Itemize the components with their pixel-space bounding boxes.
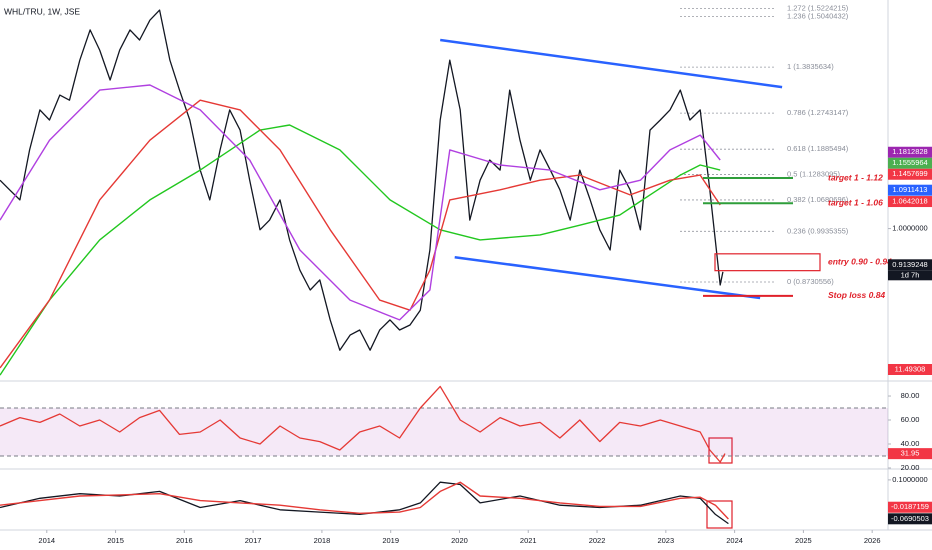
fib-label: 0.786 (1.2743147) [787,108,849,117]
annotation: target 1 - 1.06 [828,198,883,208]
fib-label: 1.236 (1.5040432) [787,11,849,20]
price-label-box [888,168,932,180]
x-tick-label: 2018 [314,536,331,545]
fib-label: 0.382 (1.0680696) [787,195,849,204]
annotation: target 1 - 1.12 [828,172,883,182]
x-tick-label: 2015 [107,536,124,545]
price-label-box [888,259,932,271]
x-tick-label: 2021 [520,536,537,545]
price-label: 0.9139248 [892,260,927,269]
x-tick-label: 2014 [38,536,55,545]
x-tick-label: 2023 [657,536,674,545]
x-tick-label: 2017 [245,536,262,545]
price-line [0,481,729,525]
x-tick-label: 2024 [726,536,743,545]
entry-zone [714,253,821,272]
highlight-box [708,437,733,464]
price-label-box [888,501,932,513]
chart-title: WHL/TRU, 1W, JSE [4,6,80,16]
price-label: 1.1812828 [892,147,927,156]
price-label-box [888,146,932,158]
price-label: 1.0911413 [893,185,928,194]
y-tick-label: 40.00 [901,439,920,448]
price-label-box [888,184,932,196]
fib-label: 0.618 (1.1885494) [787,144,849,153]
price-label-box [888,448,932,460]
y-tick-label: 1.0000000 [892,224,927,233]
indicator-line [0,124,721,376]
price-line [0,385,726,463]
fib-label: 1.272 (1.5224215) [787,4,849,13]
channel-line [454,255,761,300]
annotation: Stop loss 0.84 [828,290,885,300]
price-label: 1.1457699 [892,169,927,178]
fib-label: 0 (0.8730556) [787,277,834,286]
price-label: -0.0690503 [891,514,929,523]
fib-label: 1 (1.3835634) [787,62,834,71]
fib-label: 0.236 (0.9935355) [787,226,849,235]
channel-line [440,38,783,89]
indicator-line [0,481,729,520]
price-label: -0.0187159 [891,502,929,511]
y-tick-label: 20.00 [901,463,920,472]
x-tick-label: 2022 [589,536,606,545]
volume-label-box [888,364,932,375]
x-tick-label: 2025 [795,536,812,545]
y-tick-label: 80.00 [901,391,920,400]
highlight-box [706,500,733,529]
rsi-band [0,408,888,456]
x-tick-label: 2019 [382,536,399,545]
price-line [0,9,724,351]
x-tick-label: 2026 [864,536,881,545]
price-label: 31.95 [901,449,920,458]
fib-label: 0.5 (1.1283095) [787,170,840,179]
x-tick-label: 2020 [451,536,468,545]
x-tick-label: 2016 [176,536,193,545]
annotation: entry 0.90 - 0.94 [828,256,892,266]
price-label: 1.1555964 [892,158,927,167]
indicator-line [0,84,721,321]
price-label-box [888,513,932,525]
y-tick-label: 0.1000000 [892,475,927,484]
volume-label: 11.49308 [895,364,926,373]
countdown-box [888,270,932,281]
countdown: 1d 7h [901,270,920,279]
price-label-box [888,157,932,169]
price-label-box [888,196,932,208]
price-label: 1.0642018 [892,197,927,206]
y-tick-label: 60.00 [901,415,920,424]
